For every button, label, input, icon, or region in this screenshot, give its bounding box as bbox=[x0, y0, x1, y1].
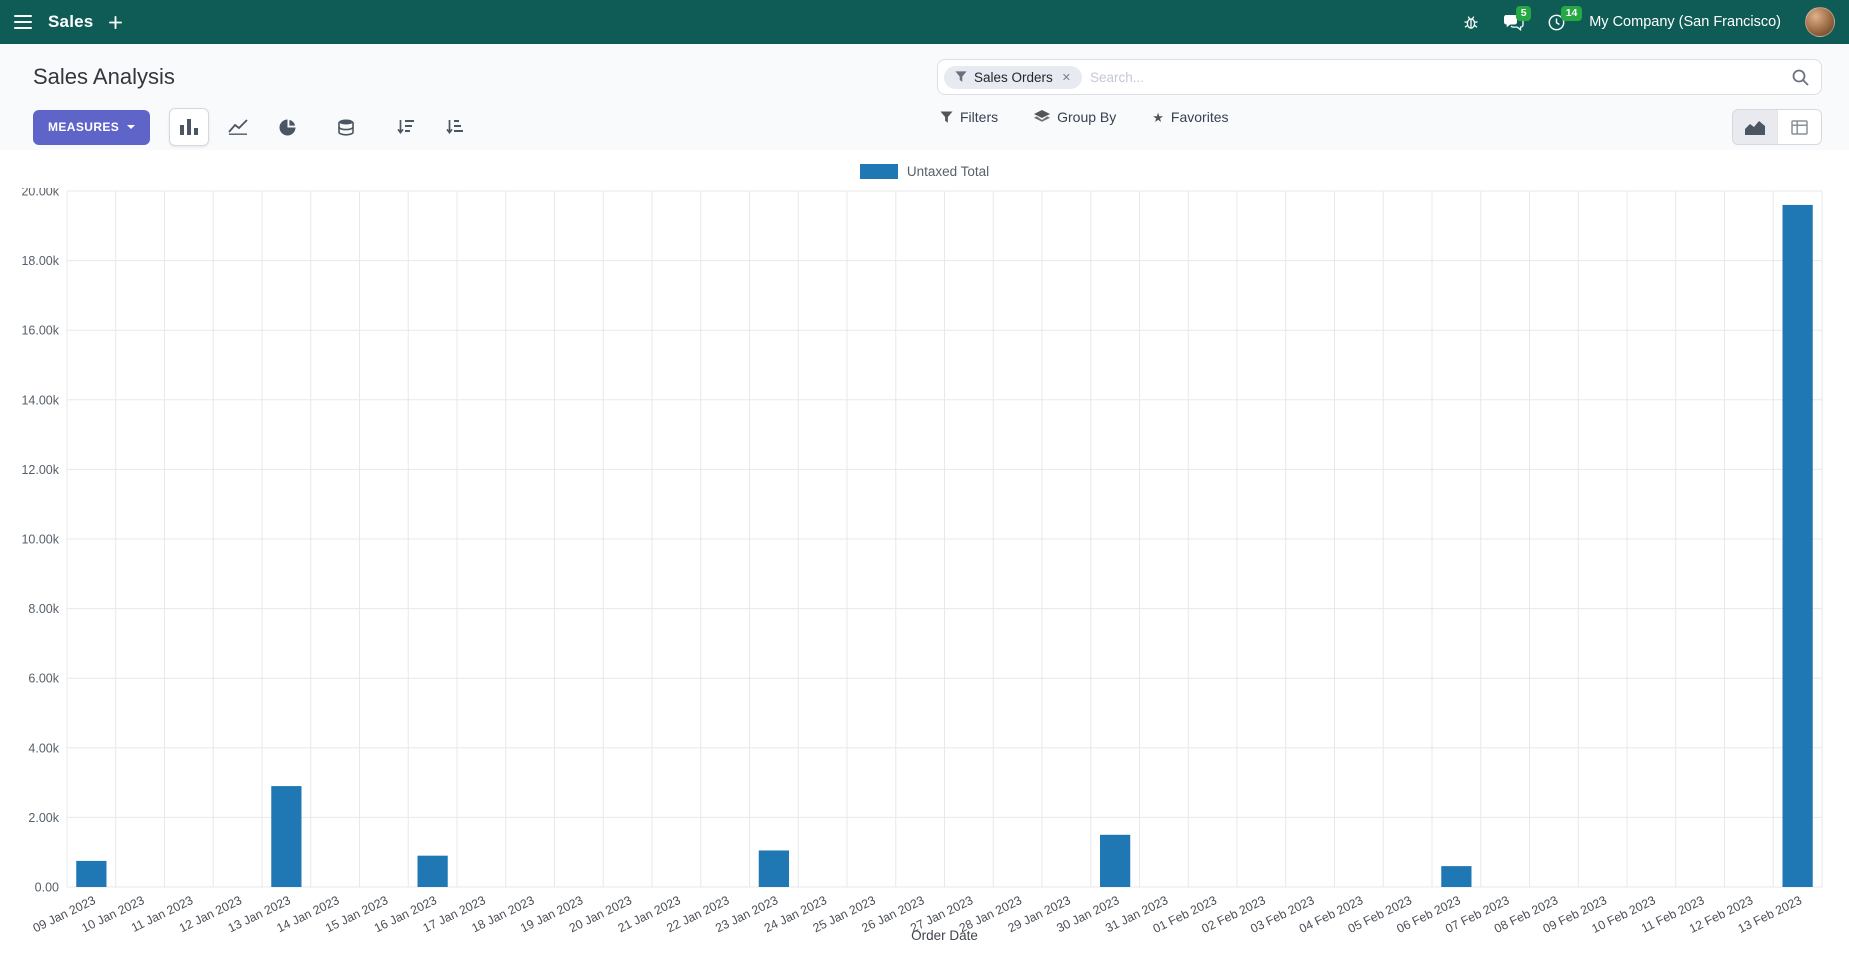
y-tick-label: 0.00 bbox=[35, 881, 59, 895]
chart-bar[interactable] bbox=[417, 855, 448, 887]
page-title: Sales Analysis bbox=[33, 64, 175, 89]
pivot-table-icon bbox=[1791, 119, 1808, 135]
y-tick-label: 14.00k bbox=[21, 393, 59, 407]
activities-button[interactable]: 14 bbox=[1548, 5, 1582, 31]
y-tick-label: 16.00k bbox=[21, 324, 59, 338]
pie-chart-icon bbox=[279, 119, 296, 135]
group-by-label: Group By bbox=[1057, 109, 1117, 125]
chart-bar[interactable] bbox=[76, 860, 107, 887]
star-icon: ★ bbox=[1152, 109, 1164, 125]
plus-icon bbox=[109, 15, 123, 29]
chart-bar[interactable] bbox=[1782, 204, 1813, 888]
clock-icon bbox=[1548, 14, 1565, 30]
line-chart-icon bbox=[228, 119, 248, 135]
chart-bars[interactable] bbox=[76, 204, 1813, 888]
y-tick-label: 18.00k bbox=[21, 254, 59, 268]
y-tick-label: 4.00k bbox=[28, 741, 59, 755]
sort-descending-button[interactable] bbox=[385, 108, 425, 146]
filters-menu-button[interactable]: Filters bbox=[940, 109, 998, 125]
search-input[interactable] bbox=[1090, 69, 1784, 85]
facet-remove-button[interactable]: ✕ bbox=[1061, 71, 1071, 84]
filters-label: Filters bbox=[960, 109, 999, 125]
bar-chart-mode-button[interactable] bbox=[169, 108, 210, 146]
view-switcher bbox=[1732, 109, 1822, 145]
hamburger-icon bbox=[14, 15, 32, 29]
measures-button[interactable]: MEASURES bbox=[33, 109, 151, 145]
sort-ascending-button[interactable] bbox=[434, 108, 474, 146]
pie-chart-mode-button[interactable] bbox=[267, 108, 307, 146]
favorites-menu-button[interactable]: ★ Favorites bbox=[1152, 109, 1228, 125]
layers-icon bbox=[1034, 110, 1051, 122]
y-tick-label: 20.00k bbox=[21, 188, 59, 199]
filter-facet-icon bbox=[955, 71, 967, 82]
chart-bar[interactable] bbox=[1100, 834, 1131, 887]
app-name[interactable]: Sales bbox=[48, 12, 94, 31]
graph-view-button[interactable] bbox=[1733, 110, 1777, 144]
sales-analysis-bar-chart[interactable]: 0.00 2.00k 4.00k 6.00k 8.00k 10.00k 12.00k 14.0… bbox=[0, 188, 1849, 958]
chart-bar[interactable] bbox=[1441, 866, 1472, 887]
activities-count-badge: 14 bbox=[1561, 5, 1582, 21]
user-avatar[interactable] bbox=[1805, 7, 1835, 37]
search-bar[interactable]: Sales Orders ✕ bbox=[937, 59, 1822, 95]
x-axis-title: Order Date bbox=[911, 928, 978, 943]
bug-icon bbox=[1464, 16, 1478, 29]
y-tick-label: 12.00k bbox=[21, 463, 59, 477]
group-by-menu-button[interactable]: Group By bbox=[1034, 109, 1116, 125]
chart-gridlines: 0.00 2.00k 4.00k 6.00k 8.00k 10.00k 12.00k 14.0… bbox=[21, 188, 1823, 895]
sort-asc-icon bbox=[446, 120, 463, 134]
bar-chart-icon bbox=[180, 119, 199, 135]
apps-menu-button[interactable] bbox=[14, 15, 32, 29]
control-panel: Sales Analysis Sales Orders ✕ MEASURES bbox=[0, 44, 1849, 150]
sort-desc-icon bbox=[397, 120, 414, 134]
search-icon[interactable] bbox=[1792, 69, 1809, 86]
measures-label: MEASURES bbox=[48, 120, 120, 134]
legend-color-swatch bbox=[859, 163, 898, 179]
debug-button[interactable] bbox=[1463, 14, 1479, 30]
line-chart-mode-button[interactable] bbox=[218, 108, 258, 146]
legend-label: Untaxed Total bbox=[906, 163, 990, 179]
chart-bar[interactable] bbox=[271, 786, 302, 887]
search-facet-label: Sales Orders bbox=[974, 69, 1053, 85]
funnel-icon bbox=[940, 110, 953, 123]
area-chart-icon bbox=[1745, 120, 1765, 135]
pivot-view-button[interactable] bbox=[1777, 110, 1821, 144]
chevron-down-icon bbox=[127, 125, 136, 129]
y-tick-label: 2.00k bbox=[28, 811, 59, 825]
messages-count-badge: 5 bbox=[1516, 5, 1532, 21]
add-tab-button[interactable] bbox=[109, 15, 123, 29]
y-tick-label: 10.00k bbox=[21, 533, 59, 547]
graph-view-container: Untaxed Total 0.00 2.00k 4.00k 6.00k 8.00k 10… bbox=[0, 150, 1849, 958]
favorites-label: Favorites bbox=[1170, 109, 1229, 125]
chart-bar[interactable] bbox=[758, 850, 789, 887]
top-navbar: Sales 5 14 bbox=[0, 0, 1849, 44]
stacked-layers-icon bbox=[338, 119, 355, 136]
search-facet-sales-orders[interactable]: Sales Orders ✕ bbox=[944, 65, 1082, 89]
chart-legend[interactable]: Untaxed Total bbox=[0, 162, 1849, 180]
stacked-toggle-button[interactable] bbox=[326, 108, 366, 146]
y-tick-label: 8.00k bbox=[28, 602, 59, 616]
messages-button[interactable]: 5 bbox=[1503, 5, 1532, 31]
company-switcher[interactable]: My Company (San Francisco) bbox=[1589, 14, 1781, 30]
y-tick-label: 6.00k bbox=[28, 672, 59, 686]
